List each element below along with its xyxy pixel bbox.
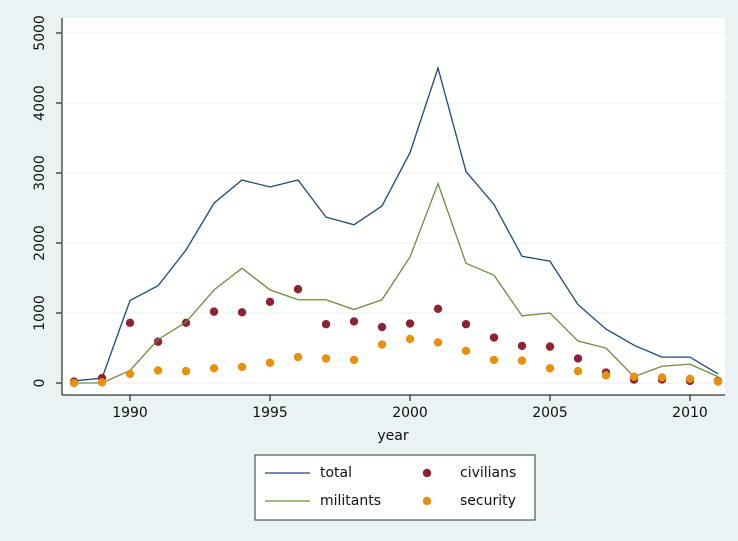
series-point <box>433 304 443 314</box>
series-point <box>489 333 499 342</box>
series-point <box>125 369 135 379</box>
y-tick-label: 2000 <box>32 225 48 261</box>
series-point <box>125 318 135 328</box>
series-point <box>685 374 695 384</box>
series-point <box>573 354 583 363</box>
series-point <box>209 364 219 373</box>
series-point <box>237 362 247 372</box>
series-point <box>293 352 303 362</box>
series-point <box>405 334 415 344</box>
series-point <box>265 358 275 367</box>
series-point <box>321 320 331 329</box>
series-point <box>713 377 723 386</box>
series-point <box>349 355 359 365</box>
x-axis-title: year <box>377 428 408 444</box>
series-line <box>74 181 719 384</box>
series-point <box>433 338 443 347</box>
series-point <box>601 371 611 380</box>
x-tick-label: 2005 <box>532 405 568 421</box>
series-point <box>517 341 527 351</box>
plot-area <box>62 18 725 395</box>
legend-swatch <box>422 468 432 478</box>
series-point <box>489 355 499 365</box>
series-point <box>237 308 247 317</box>
series-point <box>461 346 471 356</box>
series-point <box>545 364 555 373</box>
x-tick-label: 1990 <box>112 405 148 421</box>
series-point <box>629 372 639 381</box>
series-point <box>265 297 275 307</box>
series-point <box>153 337 163 346</box>
x-tick-label: 2000 <box>392 405 428 421</box>
series-point <box>97 378 107 387</box>
series-line <box>73 65 719 382</box>
x-tick-label: 1995 <box>252 405 288 421</box>
x-tick-label: 2010 <box>672 405 708 421</box>
series-point <box>657 373 667 382</box>
y-tick-label: 1000 <box>32 295 48 331</box>
series-point <box>573 366 583 376</box>
series-point <box>69 378 79 388</box>
y-tick-label: 4000 <box>32 85 48 121</box>
series-point <box>377 322 387 332</box>
series-point <box>461 320 471 329</box>
series-point <box>181 366 191 376</box>
series-point <box>293 285 303 294</box>
series-point <box>377 340 387 349</box>
y-tick-label: 5000 <box>32 15 48 51</box>
y-tick-label: 3000 <box>32 155 48 191</box>
series-point <box>209 307 219 316</box>
legend-label: militants <box>320 493 381 509</box>
legend-label: civilians <box>460 465 516 481</box>
series-point <box>153 366 163 375</box>
series-point <box>545 342 555 351</box>
y-tick-label: 0 <box>32 379 48 388</box>
legend <box>254 454 536 521</box>
series-point <box>321 354 331 363</box>
legend-label: total <box>320 465 352 481</box>
series-point <box>349 317 359 326</box>
legend-swatch <box>422 496 432 506</box>
series-point <box>405 319 415 328</box>
legend-label: security <box>460 493 516 509</box>
series-point <box>517 356 527 365</box>
